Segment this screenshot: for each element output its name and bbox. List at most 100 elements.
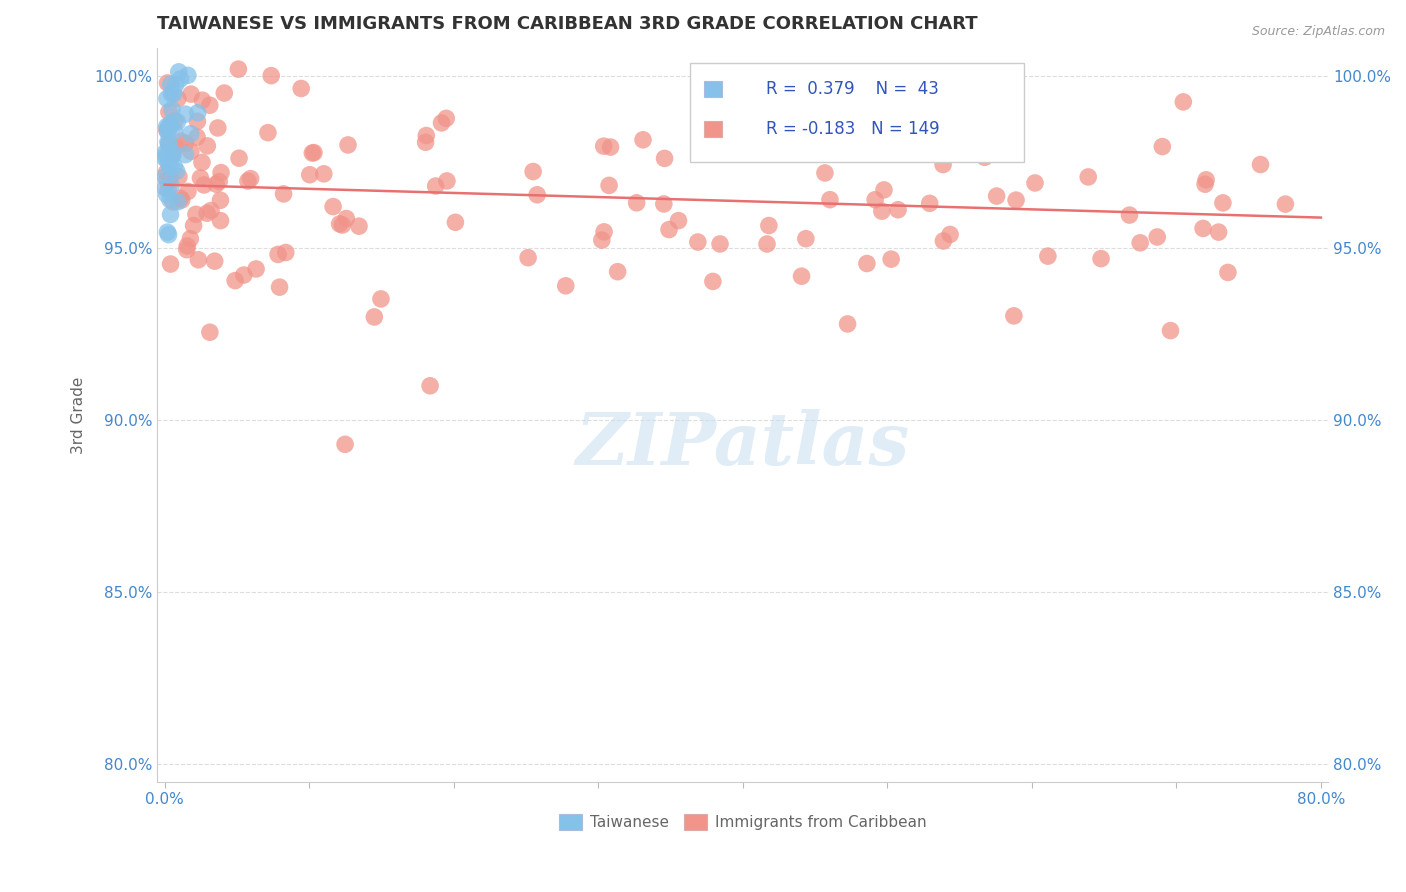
Point [195,206,218,220]
Point [162,194,184,209]
Point [176,243,198,257]
Point [224,274,246,288]
Point [165,140,187,154]
Point [695,119,717,133]
Point [156,225,179,239]
Point [329,217,352,231]
Point [856,256,879,270]
Point [436,174,458,188]
Point [204,254,226,268]
Point [163,159,186,173]
Point [761,95,783,109]
Point [170,134,193,148]
Point [709,236,731,251]
Point [415,128,437,143]
Point [174,136,197,151]
Point [298,168,321,182]
Point [1129,235,1152,250]
Point [160,103,183,117]
Point [162,147,184,161]
Point [658,222,681,236]
Point [419,379,441,393]
Point [166,164,188,178]
Point [156,120,179,134]
Point [863,193,886,207]
Point [190,171,212,186]
Point [333,437,356,451]
Point [155,165,177,179]
Point [239,171,262,186]
Point [180,87,202,101]
Point [198,98,221,112]
Point [257,126,280,140]
Point [918,196,941,211]
Point [1146,230,1168,244]
Point [1077,169,1099,184]
Point [156,76,179,90]
Point [702,274,724,288]
Point [1250,157,1272,171]
Point [593,225,616,239]
Point [859,118,882,132]
Point [837,317,859,331]
Point [290,81,312,95]
Point [174,147,197,161]
Point [932,158,955,172]
Point [191,155,214,169]
Point [156,125,179,139]
Point [425,179,447,194]
Point [1212,195,1234,210]
Point [939,227,962,242]
Point [163,87,186,101]
Point [517,251,540,265]
Point [228,151,250,165]
Text: R = -0.183   N = 149: R = -0.183 N = 149 [766,120,939,138]
Point [1208,225,1230,239]
Point [193,178,215,192]
Point [887,202,910,217]
Point [187,252,209,267]
Point [162,147,184,161]
Point [337,137,360,152]
Point [236,174,259,188]
Point [157,227,180,242]
Point [870,204,893,219]
Point [654,152,676,166]
Point [156,135,179,149]
Point [1195,173,1218,187]
Text: ZIPatlas: ZIPatlas [575,409,910,480]
Point [159,152,181,166]
Point [668,213,690,227]
Point [166,194,188,209]
Point [1173,95,1195,109]
Point [302,145,325,160]
Text: TAIWANESE VS IMMIGRANTS FROM CARIBBEAN 3RD GRADE CORRELATION CHART: TAIWANESE VS IMMIGRANTS FROM CARIBBEAN 3… [157,15,979,33]
Point [195,139,218,153]
Point [430,116,453,130]
Point [170,193,193,207]
Point [1192,221,1215,235]
Point [260,69,283,83]
FancyBboxPatch shape [690,63,1024,162]
Point [159,207,181,221]
Point [156,173,179,187]
Point [156,187,179,202]
Point [165,78,187,92]
Point [160,178,183,193]
Point [156,92,179,106]
Legend: Taiwanese, Immigrants from Caribbean: Taiwanese, Immigrants from Caribbean [553,808,932,837]
Point [186,130,208,145]
Bar [704,80,723,97]
Point [598,178,620,193]
Point [851,138,873,153]
Point [184,207,207,221]
Point [789,87,811,102]
Point [1002,309,1025,323]
Point [207,120,229,135]
Point [200,203,222,218]
Point [554,278,576,293]
Point [1036,249,1059,263]
Point [209,213,232,227]
Point [157,182,180,196]
Point [208,175,231,189]
